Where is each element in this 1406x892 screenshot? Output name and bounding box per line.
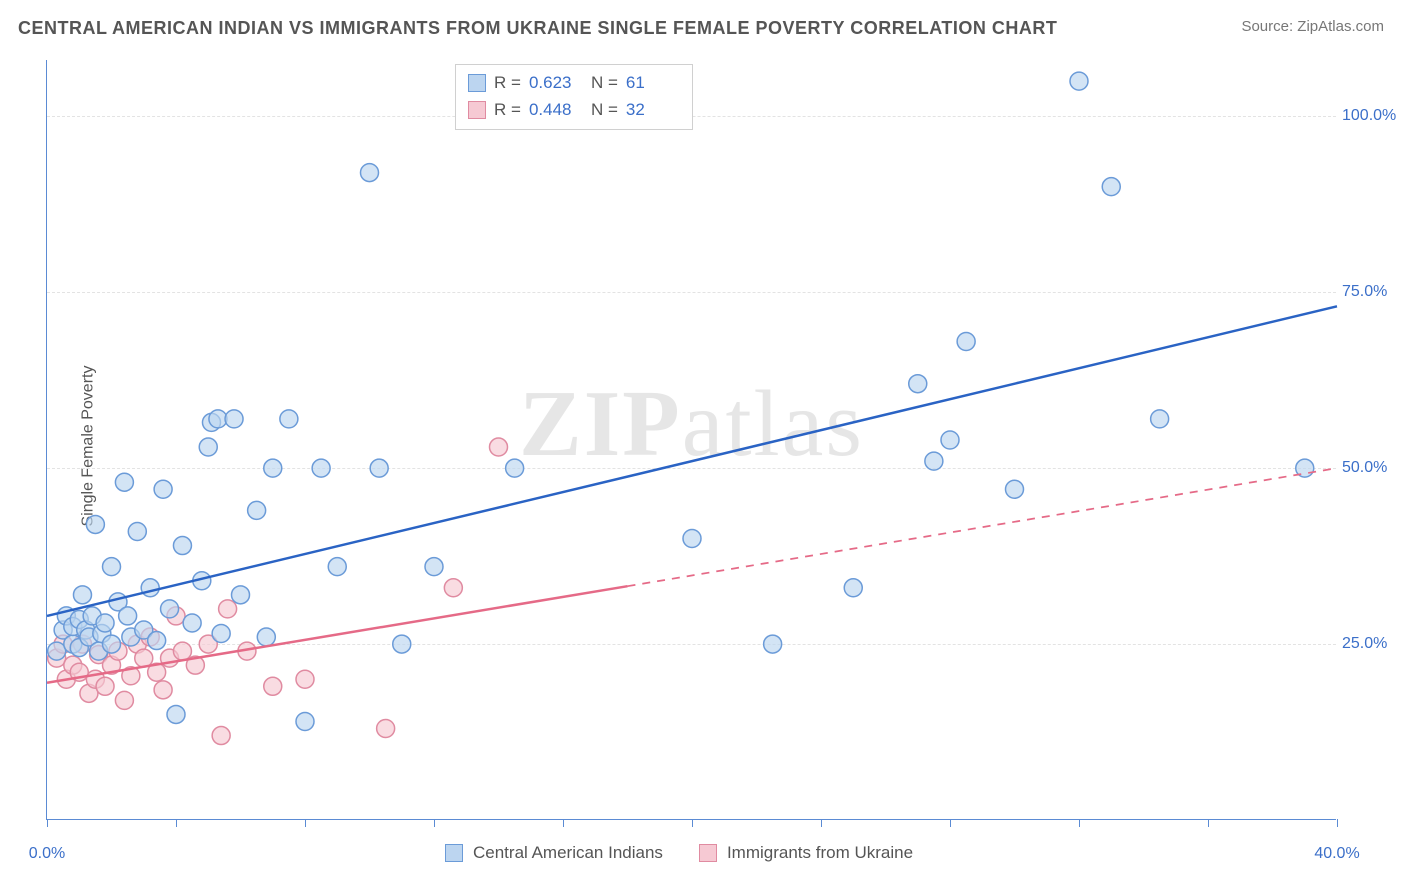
r-label-1: R = bbox=[494, 69, 521, 96]
y-tick-label: 100.0% bbox=[1342, 107, 1402, 125]
chart-title: CENTRAL AMERICAN INDIAN VS IMMIGRANTS FR… bbox=[18, 18, 1057, 39]
n-label-1: N = bbox=[591, 69, 618, 96]
scatter-svg bbox=[47, 60, 1336, 819]
swatch-series1 bbox=[468, 74, 486, 92]
legend-label-2: Immigrants from Ukraine bbox=[727, 843, 913, 863]
chart-container: CENTRAL AMERICAN INDIAN VS IMMIGRANTS FR… bbox=[0, 0, 1406, 892]
swatch-series1-b bbox=[445, 844, 463, 862]
swatch-series2-b bbox=[699, 844, 717, 862]
legend-label-1: Central American Indians bbox=[473, 843, 663, 863]
r-value-1: 0.623 bbox=[529, 69, 583, 96]
legend-row-2: R = 0.448 N = 32 bbox=[468, 96, 680, 123]
n-value-2: 32 bbox=[626, 96, 680, 123]
legend-item-1: Central American Indians bbox=[445, 843, 663, 863]
source-label: Source: ZipAtlas.com bbox=[1241, 18, 1384, 35]
r-value-2: 0.448 bbox=[529, 96, 583, 123]
swatch-series2 bbox=[468, 101, 486, 119]
n-label-2: N = bbox=[591, 96, 618, 123]
legend-row-1: R = 0.623 N = 61 bbox=[468, 69, 680, 96]
legend-item-2: Immigrants from Ukraine bbox=[699, 843, 913, 863]
correlation-legend: R = 0.623 N = 61 R = 0.448 N = 32 bbox=[455, 64, 693, 130]
y-tick-label: 25.0% bbox=[1342, 635, 1402, 653]
n-value-1: 61 bbox=[626, 69, 680, 96]
r-label-2: R = bbox=[494, 96, 521, 123]
series-legend: Central American Indians Immigrants from… bbox=[445, 843, 913, 863]
x-tick-label: 0.0% bbox=[29, 845, 65, 863]
x-tick-label: 40.0% bbox=[1314, 845, 1359, 863]
y-tick-label: 50.0% bbox=[1342, 459, 1402, 477]
y-tick-label: 75.0% bbox=[1342, 283, 1402, 301]
plot-area: ZIPatlas 25.0%50.0%75.0%100.0% 0.0%40.0%… bbox=[46, 60, 1336, 820]
